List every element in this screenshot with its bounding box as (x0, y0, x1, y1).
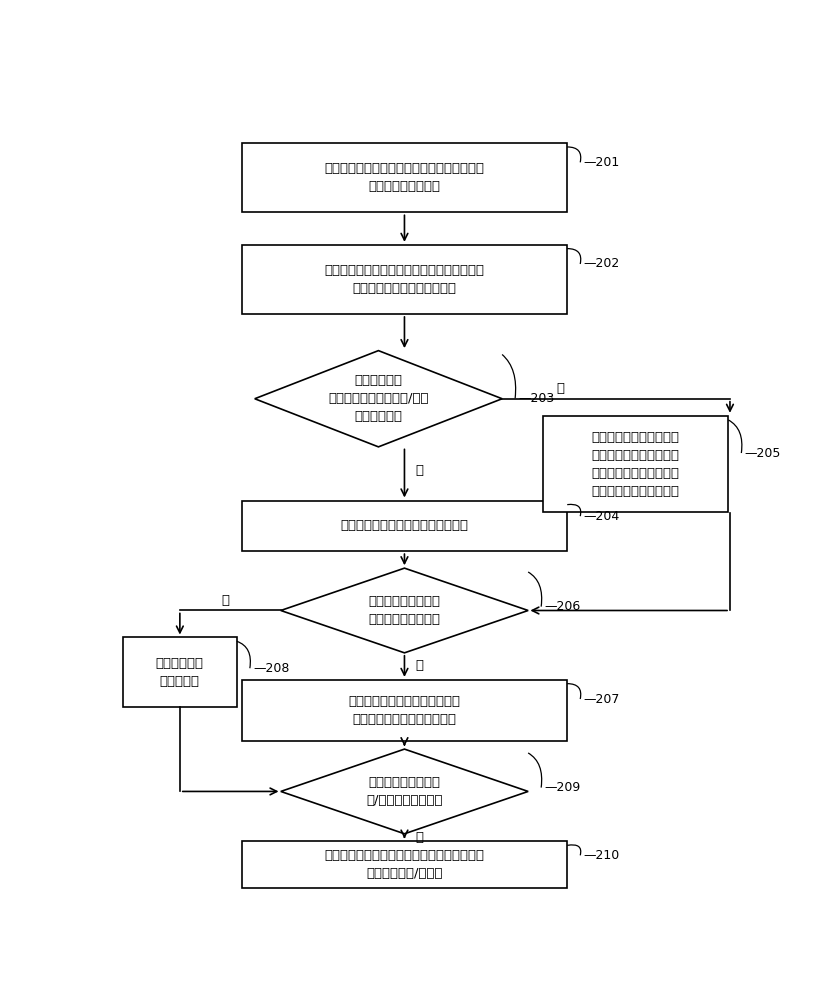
Text: 否: 否 (557, 382, 564, 395)
Text: —208: —208 (253, 662, 290, 675)
Text: —209: —209 (544, 781, 580, 794)
FancyBboxPatch shape (123, 637, 237, 707)
Text: —203: —203 (518, 392, 554, 405)
Polygon shape (255, 351, 502, 447)
Text: 是: 是 (416, 464, 423, 477)
FancyBboxPatch shape (242, 143, 567, 212)
Text: 是: 是 (416, 831, 423, 844)
Text: 是: 是 (416, 659, 423, 672)
Text: 否: 否 (222, 594, 229, 607)
Text: —206: —206 (544, 600, 580, 613)
Polygon shape (281, 749, 528, 834)
Text: 生成提醒消息，以提醒对固态硬盘中存储的数
据进行迁移和/或拷贝: 生成提醒消息，以提醒对固态硬盘中存储的数 据进行迁移和/或拷贝 (324, 849, 485, 880)
Text: 检测剩余寿命是否小
于/等于预设寿命阈值: 检测剩余寿命是否小 于/等于预设寿命阈值 (366, 776, 443, 807)
Polygon shape (281, 568, 528, 653)
Text: —204: —204 (584, 510, 620, 523)
Text: 判断当前可用
闪存块的数量是否小于/等于
第一预设数量: 判断当前可用 闪存块的数量是否小于/等于 第一预设数量 (328, 374, 428, 423)
Text: —205: —205 (744, 447, 781, 460)
FancyBboxPatch shape (242, 841, 567, 888)
FancyBboxPatch shape (543, 416, 728, 512)
Text: 将数量健康值与所有闪存健康值
进行加权求和，得到剩余寿命: 将数量健康值与所有闪存健康值 进行加权求和，得到剩余寿命 (349, 695, 460, 726)
Text: —202: —202 (584, 257, 620, 270)
Text: —207: —207 (584, 693, 620, 706)
Text: —210: —210 (584, 849, 620, 862)
Text: 利用当前可用闪存块的数
量、第一预设数量以及固
态硬盘中所有闪存块的总
数量，计算出数量健康值: 利用当前可用闪存块的数 量、第一预设数量以及固 态硬盘中所有闪存块的总 数量，计… (591, 431, 680, 498)
FancyBboxPatch shape (242, 501, 567, 551)
Text: —201: —201 (584, 156, 620, 169)
Text: 将数量健康值设置为第一预设健康值: 将数量健康值设置为第一预设健康值 (340, 519, 469, 532)
Text: 利用每个闪存块的擦除次数与纠错位数，计算
出相应的闪存块的闪存健康值: 利用每个闪存块的擦除次数与纠错位数，计算 出相应的闪存块的闪存健康值 (324, 264, 485, 295)
FancyBboxPatch shape (242, 245, 567, 314)
Text: 判断数量健康值是否
大于第三预设健康值: 判断数量健康值是否 大于第三预设健康值 (369, 595, 440, 626)
Text: 将剩余寿命设
置为预设值: 将剩余寿命设 置为预设值 (156, 657, 204, 688)
Text: 获取固态硬盘中每个闪存块的健康信息以及当
前可用闪存块的数量: 获取固态硬盘中每个闪存块的健康信息以及当 前可用闪存块的数量 (324, 162, 485, 193)
FancyBboxPatch shape (242, 680, 567, 741)
